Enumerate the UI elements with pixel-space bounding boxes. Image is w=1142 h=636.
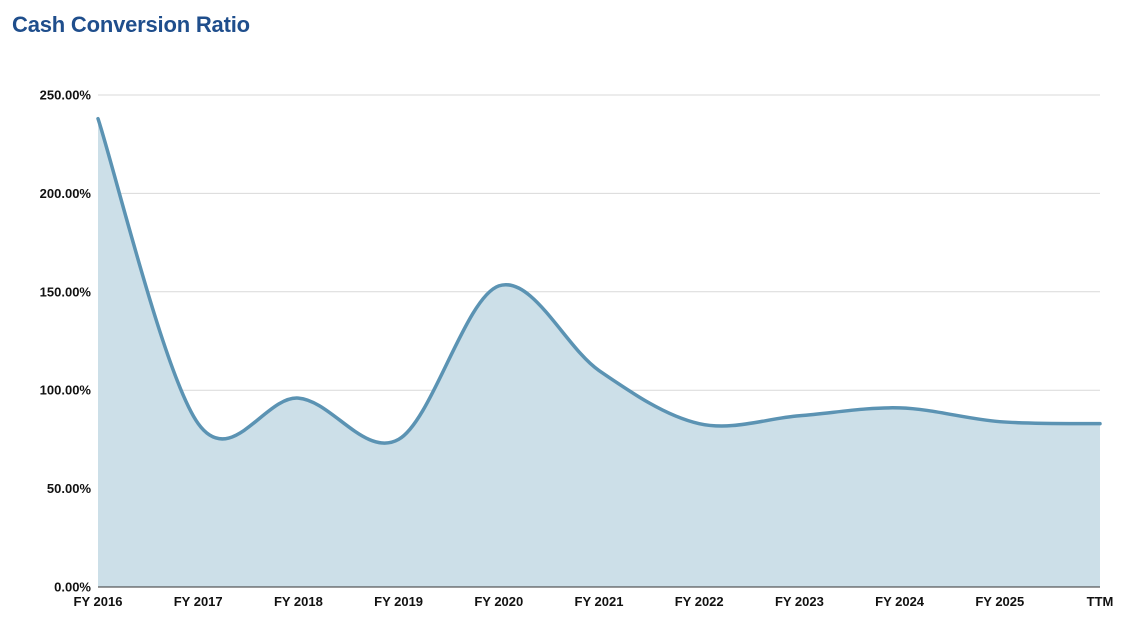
- x-tick-label: FY 2017: [174, 594, 223, 609]
- y-tick-label: 0.00%: [54, 580, 91, 595]
- data-point: [196, 422, 200, 426]
- data-point: [697, 422, 701, 426]
- x-tick-label: FY 2022: [675, 594, 724, 609]
- data-point: [296, 396, 300, 400]
- y-tick-label: 50.00%: [47, 481, 92, 496]
- x-tick-label: FY 2018: [274, 594, 323, 609]
- x-tick-label: FY 2023: [775, 594, 824, 609]
- y-tick-label: 200.00%: [40, 186, 92, 201]
- x-tick-label: FY 2016: [74, 594, 123, 609]
- series-area: [98, 118, 1100, 587]
- data-point: [497, 284, 501, 288]
- x-tick-label: FY 2024: [875, 594, 925, 609]
- data-point: [898, 406, 902, 410]
- x-tick-label: FY 2020: [474, 594, 523, 609]
- y-tick-label: 150.00%: [40, 284, 92, 299]
- data-point: [397, 437, 401, 441]
- x-tick-label: FY 2019: [374, 594, 423, 609]
- x-tick-label: FY 2025: [975, 594, 1024, 609]
- y-tick-label: 250.00%: [40, 88, 92, 103]
- x-tick-label: TTM: [1087, 594, 1114, 609]
- chart-title: Cash Conversion Ratio: [12, 12, 250, 37]
- x-tick-label: FY 2021: [575, 594, 624, 609]
- data-point: [998, 420, 1002, 424]
- x-axis-ticks: FY 2016 FY 2017 FY 2018 FY 2019 FY 2020 FY 20…: [74, 594, 1114, 609]
- data-point: [797, 414, 801, 418]
- data-point: [96, 117, 100, 121]
- data-point: [597, 369, 601, 373]
- y-tick-label: 100.00%: [40, 383, 92, 398]
- series-line: [96, 116, 1102, 445]
- y-axis-ticks: 0.00% 50.00% 100.00% 150.00% 200.00% 250.00%: [40, 88, 92, 595]
- data-point: [1098, 422, 1102, 426]
